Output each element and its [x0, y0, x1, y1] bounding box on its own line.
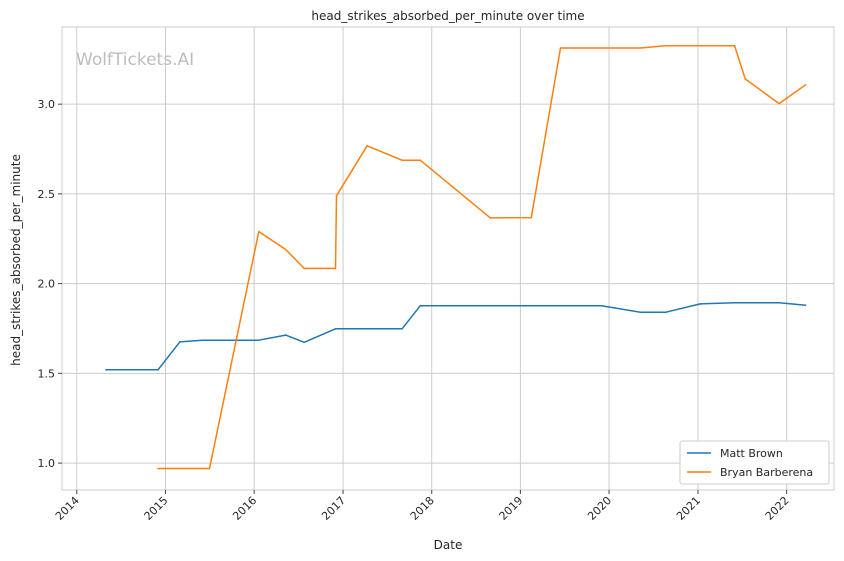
x-tick-label: 2015	[142, 494, 171, 523]
series-lines	[105, 45, 807, 470]
data-point-matt-brown	[245, 339, 248, 342]
y-axis-label: head_strikes_absorbed_per_minute	[9, 154, 23, 366]
data-point-matt-brown	[303, 341, 306, 344]
x-tick-label: 2021	[674, 494, 703, 523]
y-tick-label: 2.0	[38, 278, 56, 291]
data-point-matt-brown	[419, 304, 422, 307]
x-tick-label: 2014	[53, 494, 82, 523]
data-point-matt-brown	[105, 369, 107, 371]
data-point-bryan-barberena	[733, 45, 736, 47]
data-point-matt-brown	[179, 341, 181, 343]
y-tick-label: 3.0	[38, 98, 56, 111]
legend-box	[679, 440, 830, 485]
y-tick-label: 2.5	[38, 188, 56, 201]
x-tick-label: 2019	[497, 494, 526, 523]
data-point-bryan-barberena	[208, 467, 211, 470]
x-tick-label: 2017	[319, 494, 348, 523]
data-point-matt-brown	[664, 311, 667, 314]
data-point-matt-brown	[201, 339, 203, 342]
x-tick-label: 2018	[408, 494, 437, 523]
data-point-bryan-barberena	[559, 47, 562, 49]
series-line-matt-brown	[106, 302, 806, 371]
data-point-matt-brown	[733, 302, 736, 304]
data-point-bryan-barberena	[284, 248, 287, 251]
data-point-bryan-barberena	[258, 230, 260, 233]
data-point-matt-brown	[401, 328, 403, 330]
data-point-matt-brown	[600, 304, 603, 307]
data-point-bryan-barberena	[366, 145, 368, 147]
x-tick-label: 2020	[585, 494, 614, 523]
data-point-bryan-barberena	[778, 102, 780, 105]
x-axis-label: Date	[434, 538, 463, 552]
x-tick-label: 2016	[230, 494, 259, 523]
data-point-matt-brown	[157, 369, 159, 371]
data-point-bryan-barberena	[530, 216, 533, 219]
plot-area	[61, 26, 835, 491]
data-point-bryan-barberena	[664, 45, 667, 47]
data-point-matt-brown	[804, 304, 807, 307]
legend-label-bryan-barberena: Bryan Barberena	[720, 466, 813, 479]
data-point-matt-brown	[639, 311, 642, 314]
data-point-matt-brown	[334, 328, 337, 330]
y-tick-label: 1.5	[38, 367, 56, 380]
x-tick-label: 2022	[763, 494, 792, 523]
data-point-bryan-barberena	[334, 267, 337, 270]
chart-title: head_strikes_absorbed_per_minute over ti…	[311, 9, 584, 23]
data-point-bryan-barberena	[303, 267, 306, 270]
data-point-matt-brown	[778, 302, 780, 304]
legend-label-matt-brown: Matt Brown	[720, 447, 783, 460]
data-point-bryan-barberena	[489, 217, 492, 219]
watermark-text: WolfTickets.AI	[76, 50, 194, 70]
data-point-bryan-barberena	[639, 47, 642, 49]
data-point-bryan-barberena	[419, 159, 422, 161]
y-tick-label: 1.0	[38, 457, 56, 470]
data-point-bryan-barberena	[335, 194, 338, 197]
legend: Matt Brown Bryan Barberena	[679, 440, 830, 485]
data-point-bryan-barberena	[744, 78, 747, 80]
data-point-bryan-barberena	[804, 84, 807, 86]
data-point-bryan-barberena	[157, 467, 159, 470]
data-point-matt-brown	[699, 303, 701, 305]
data-point-matt-brown	[258, 339, 260, 342]
data-point-bryan-barberena	[401, 159, 403, 161]
data-point-matt-brown	[284, 334, 287, 336]
